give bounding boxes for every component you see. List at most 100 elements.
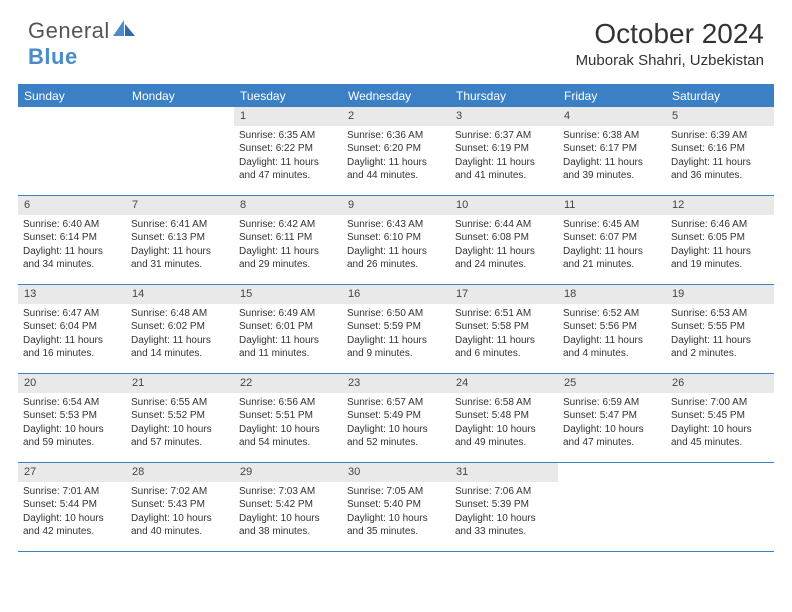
day-body: Sunrise: 6:56 AMSunset: 5:51 PMDaylight:… <box>234 393 342 454</box>
day-cell: 29Sunrise: 7:03 AMSunset: 5:42 PMDayligh… <box>234 463 342 551</box>
day-body: Sunrise: 6:37 AMSunset: 6:19 PMDaylight:… <box>450 126 558 187</box>
sunset-text: Sunset: 6:20 PM <box>347 142 445 156</box>
day-body: Sunrise: 6:55 AMSunset: 5:52 PMDaylight:… <box>126 393 234 454</box>
sunset-text: Sunset: 5:52 PM <box>131 409 229 423</box>
day-body <box>666 482 774 489</box>
day-number: 14 <box>126 285 234 304</box>
day-number: 16 <box>342 285 450 304</box>
daylight-text: Daylight: 10 hours and 35 minutes. <box>347 512 445 539</box>
day-number: 24 <box>450 374 558 393</box>
day-body: Sunrise: 6:57 AMSunset: 5:49 PMDaylight:… <box>342 393 450 454</box>
sunrise-text: Sunrise: 6:54 AM <box>23 396 121 410</box>
sunrise-text: Sunrise: 6:36 AM <box>347 129 445 143</box>
day-body: Sunrise: 6:47 AMSunset: 6:04 PMDaylight:… <box>18 304 126 365</box>
day-cell: 6Sunrise: 6:40 AMSunset: 6:14 PMDaylight… <box>18 196 126 284</box>
day-cell: 12Sunrise: 6:46 AMSunset: 6:05 PMDayligh… <box>666 196 774 284</box>
day-body: Sunrise: 6:49 AMSunset: 6:01 PMDaylight:… <box>234 304 342 365</box>
sunrise-text: Sunrise: 7:06 AM <box>455 485 553 499</box>
sunrise-text: Sunrise: 6:53 AM <box>671 307 769 321</box>
daylight-text: Daylight: 10 hours and 49 minutes. <box>455 423 553 450</box>
sunset-text: Sunset: 5:40 PM <box>347 498 445 512</box>
sunrise-text: Sunrise: 7:03 AM <box>239 485 337 499</box>
day-cell: 10Sunrise: 6:44 AMSunset: 6:08 PMDayligh… <box>450 196 558 284</box>
day-cell: 8Sunrise: 6:42 AMSunset: 6:11 PMDaylight… <box>234 196 342 284</box>
daylight-text: Daylight: 10 hours and 33 minutes. <box>455 512 553 539</box>
sunset-text: Sunset: 5:45 PM <box>671 409 769 423</box>
day-body: Sunrise: 7:01 AMSunset: 5:44 PMDaylight:… <box>18 482 126 543</box>
day-of-week-header: SundayMondayTuesdayWednesdayThursdayFrid… <box>18 86 774 107</box>
daylight-text: Daylight: 11 hours and 44 minutes. <box>347 156 445 183</box>
day-cell: 30Sunrise: 7:05 AMSunset: 5:40 PMDayligh… <box>342 463 450 551</box>
sunset-text: Sunset: 6:22 PM <box>239 142 337 156</box>
day-number <box>666 463 774 482</box>
day-body: Sunrise: 7:02 AMSunset: 5:43 PMDaylight:… <box>126 482 234 543</box>
day-body: Sunrise: 7:03 AMSunset: 5:42 PMDaylight:… <box>234 482 342 543</box>
day-body: Sunrise: 7:06 AMSunset: 5:39 PMDaylight:… <box>450 482 558 543</box>
day-cell: 22Sunrise: 6:56 AMSunset: 5:51 PMDayligh… <box>234 374 342 462</box>
day-number: 5 <box>666 107 774 126</box>
daylight-text: Daylight: 11 hours and 2 minutes. <box>671 334 769 361</box>
dow-cell: Saturday <box>666 86 774 107</box>
sunrise-text: Sunrise: 6:58 AM <box>455 396 553 410</box>
day-number: 19 <box>666 285 774 304</box>
day-cell: 15Sunrise: 6:49 AMSunset: 6:01 PMDayligh… <box>234 285 342 373</box>
page-title: October 2024 <box>576 18 764 50</box>
daylight-text: Daylight: 10 hours and 57 minutes. <box>131 423 229 450</box>
dow-cell: Monday <box>126 86 234 107</box>
daylight-text: Daylight: 10 hours and 42 minutes. <box>23 512 121 539</box>
daylight-text: Daylight: 11 hours and 31 minutes. <box>131 245 229 272</box>
day-body <box>126 126 234 133</box>
day-body: Sunrise: 6:38 AMSunset: 6:17 PMDaylight:… <box>558 126 666 187</box>
day-cell: 5Sunrise: 6:39 AMSunset: 6:16 PMDaylight… <box>666 107 774 195</box>
dow-cell: Wednesday <box>342 86 450 107</box>
day-cell: 17Sunrise: 6:51 AMSunset: 5:58 PMDayligh… <box>450 285 558 373</box>
day-number: 11 <box>558 196 666 215</box>
daylight-text: Daylight: 11 hours and 39 minutes. <box>563 156 661 183</box>
day-cell: 24Sunrise: 6:58 AMSunset: 5:48 PMDayligh… <box>450 374 558 462</box>
day-number: 4 <box>558 107 666 126</box>
sunset-text: Sunset: 6:07 PM <box>563 231 661 245</box>
day-cell: 7Sunrise: 6:41 AMSunset: 6:13 PMDaylight… <box>126 196 234 284</box>
day-cell <box>558 463 666 551</box>
day-number: 18 <box>558 285 666 304</box>
day-body: Sunrise: 6:51 AMSunset: 5:58 PMDaylight:… <box>450 304 558 365</box>
day-cell <box>666 463 774 551</box>
sunset-text: Sunset: 6:16 PM <box>671 142 769 156</box>
day-body: Sunrise: 6:46 AMSunset: 6:05 PMDaylight:… <box>666 215 774 276</box>
sunrise-text: Sunrise: 6:46 AM <box>671 218 769 232</box>
day-number: 20 <box>18 374 126 393</box>
header: General Blue October 2024 Muborak Shahri… <box>0 0 792 76</box>
day-cell: 3Sunrise: 6:37 AMSunset: 6:19 PMDaylight… <box>450 107 558 195</box>
day-number: 1 <box>234 107 342 126</box>
sunset-text: Sunset: 5:56 PM <box>563 320 661 334</box>
day-number: 8 <box>234 196 342 215</box>
week-row: 13Sunrise: 6:47 AMSunset: 6:04 PMDayligh… <box>18 285 774 374</box>
day-body: Sunrise: 6:48 AMSunset: 6:02 PMDaylight:… <box>126 304 234 365</box>
week-row: 27Sunrise: 7:01 AMSunset: 5:44 PMDayligh… <box>18 463 774 552</box>
day-number: 26 <box>666 374 774 393</box>
sunrise-text: Sunrise: 6:51 AM <box>455 307 553 321</box>
day-body: Sunrise: 6:35 AMSunset: 6:22 PMDaylight:… <box>234 126 342 187</box>
day-number: 3 <box>450 107 558 126</box>
daylight-text: Daylight: 11 hours and 26 minutes. <box>347 245 445 272</box>
day-body: Sunrise: 6:50 AMSunset: 5:59 PMDaylight:… <box>342 304 450 365</box>
sunset-text: Sunset: 6:08 PM <box>455 231 553 245</box>
sunset-text: Sunset: 6:10 PM <box>347 231 445 245</box>
day-number: 17 <box>450 285 558 304</box>
day-cell: 23Sunrise: 6:57 AMSunset: 5:49 PMDayligh… <box>342 374 450 462</box>
day-body: Sunrise: 6:36 AMSunset: 6:20 PMDaylight:… <box>342 126 450 187</box>
daylight-text: Daylight: 10 hours and 38 minutes. <box>239 512 337 539</box>
day-body: Sunrise: 6:39 AMSunset: 6:16 PMDaylight:… <box>666 126 774 187</box>
day-number: 13 <box>18 285 126 304</box>
sunset-text: Sunset: 6:13 PM <box>131 231 229 245</box>
day-cell: 31Sunrise: 7:06 AMSunset: 5:39 PMDayligh… <box>450 463 558 551</box>
daylight-text: Daylight: 11 hours and 16 minutes. <box>23 334 121 361</box>
day-cell: 1Sunrise: 6:35 AMSunset: 6:22 PMDaylight… <box>234 107 342 195</box>
day-body: Sunrise: 6:59 AMSunset: 5:47 PMDaylight:… <box>558 393 666 454</box>
dow-cell: Thursday <box>450 86 558 107</box>
daylight-text: Daylight: 11 hours and 47 minutes. <box>239 156 337 183</box>
sunset-text: Sunset: 5:59 PM <box>347 320 445 334</box>
daylight-text: Daylight: 11 hours and 29 minutes. <box>239 245 337 272</box>
sunset-text: Sunset: 5:44 PM <box>23 498 121 512</box>
sunset-text: Sunset: 6:02 PM <box>131 320 229 334</box>
